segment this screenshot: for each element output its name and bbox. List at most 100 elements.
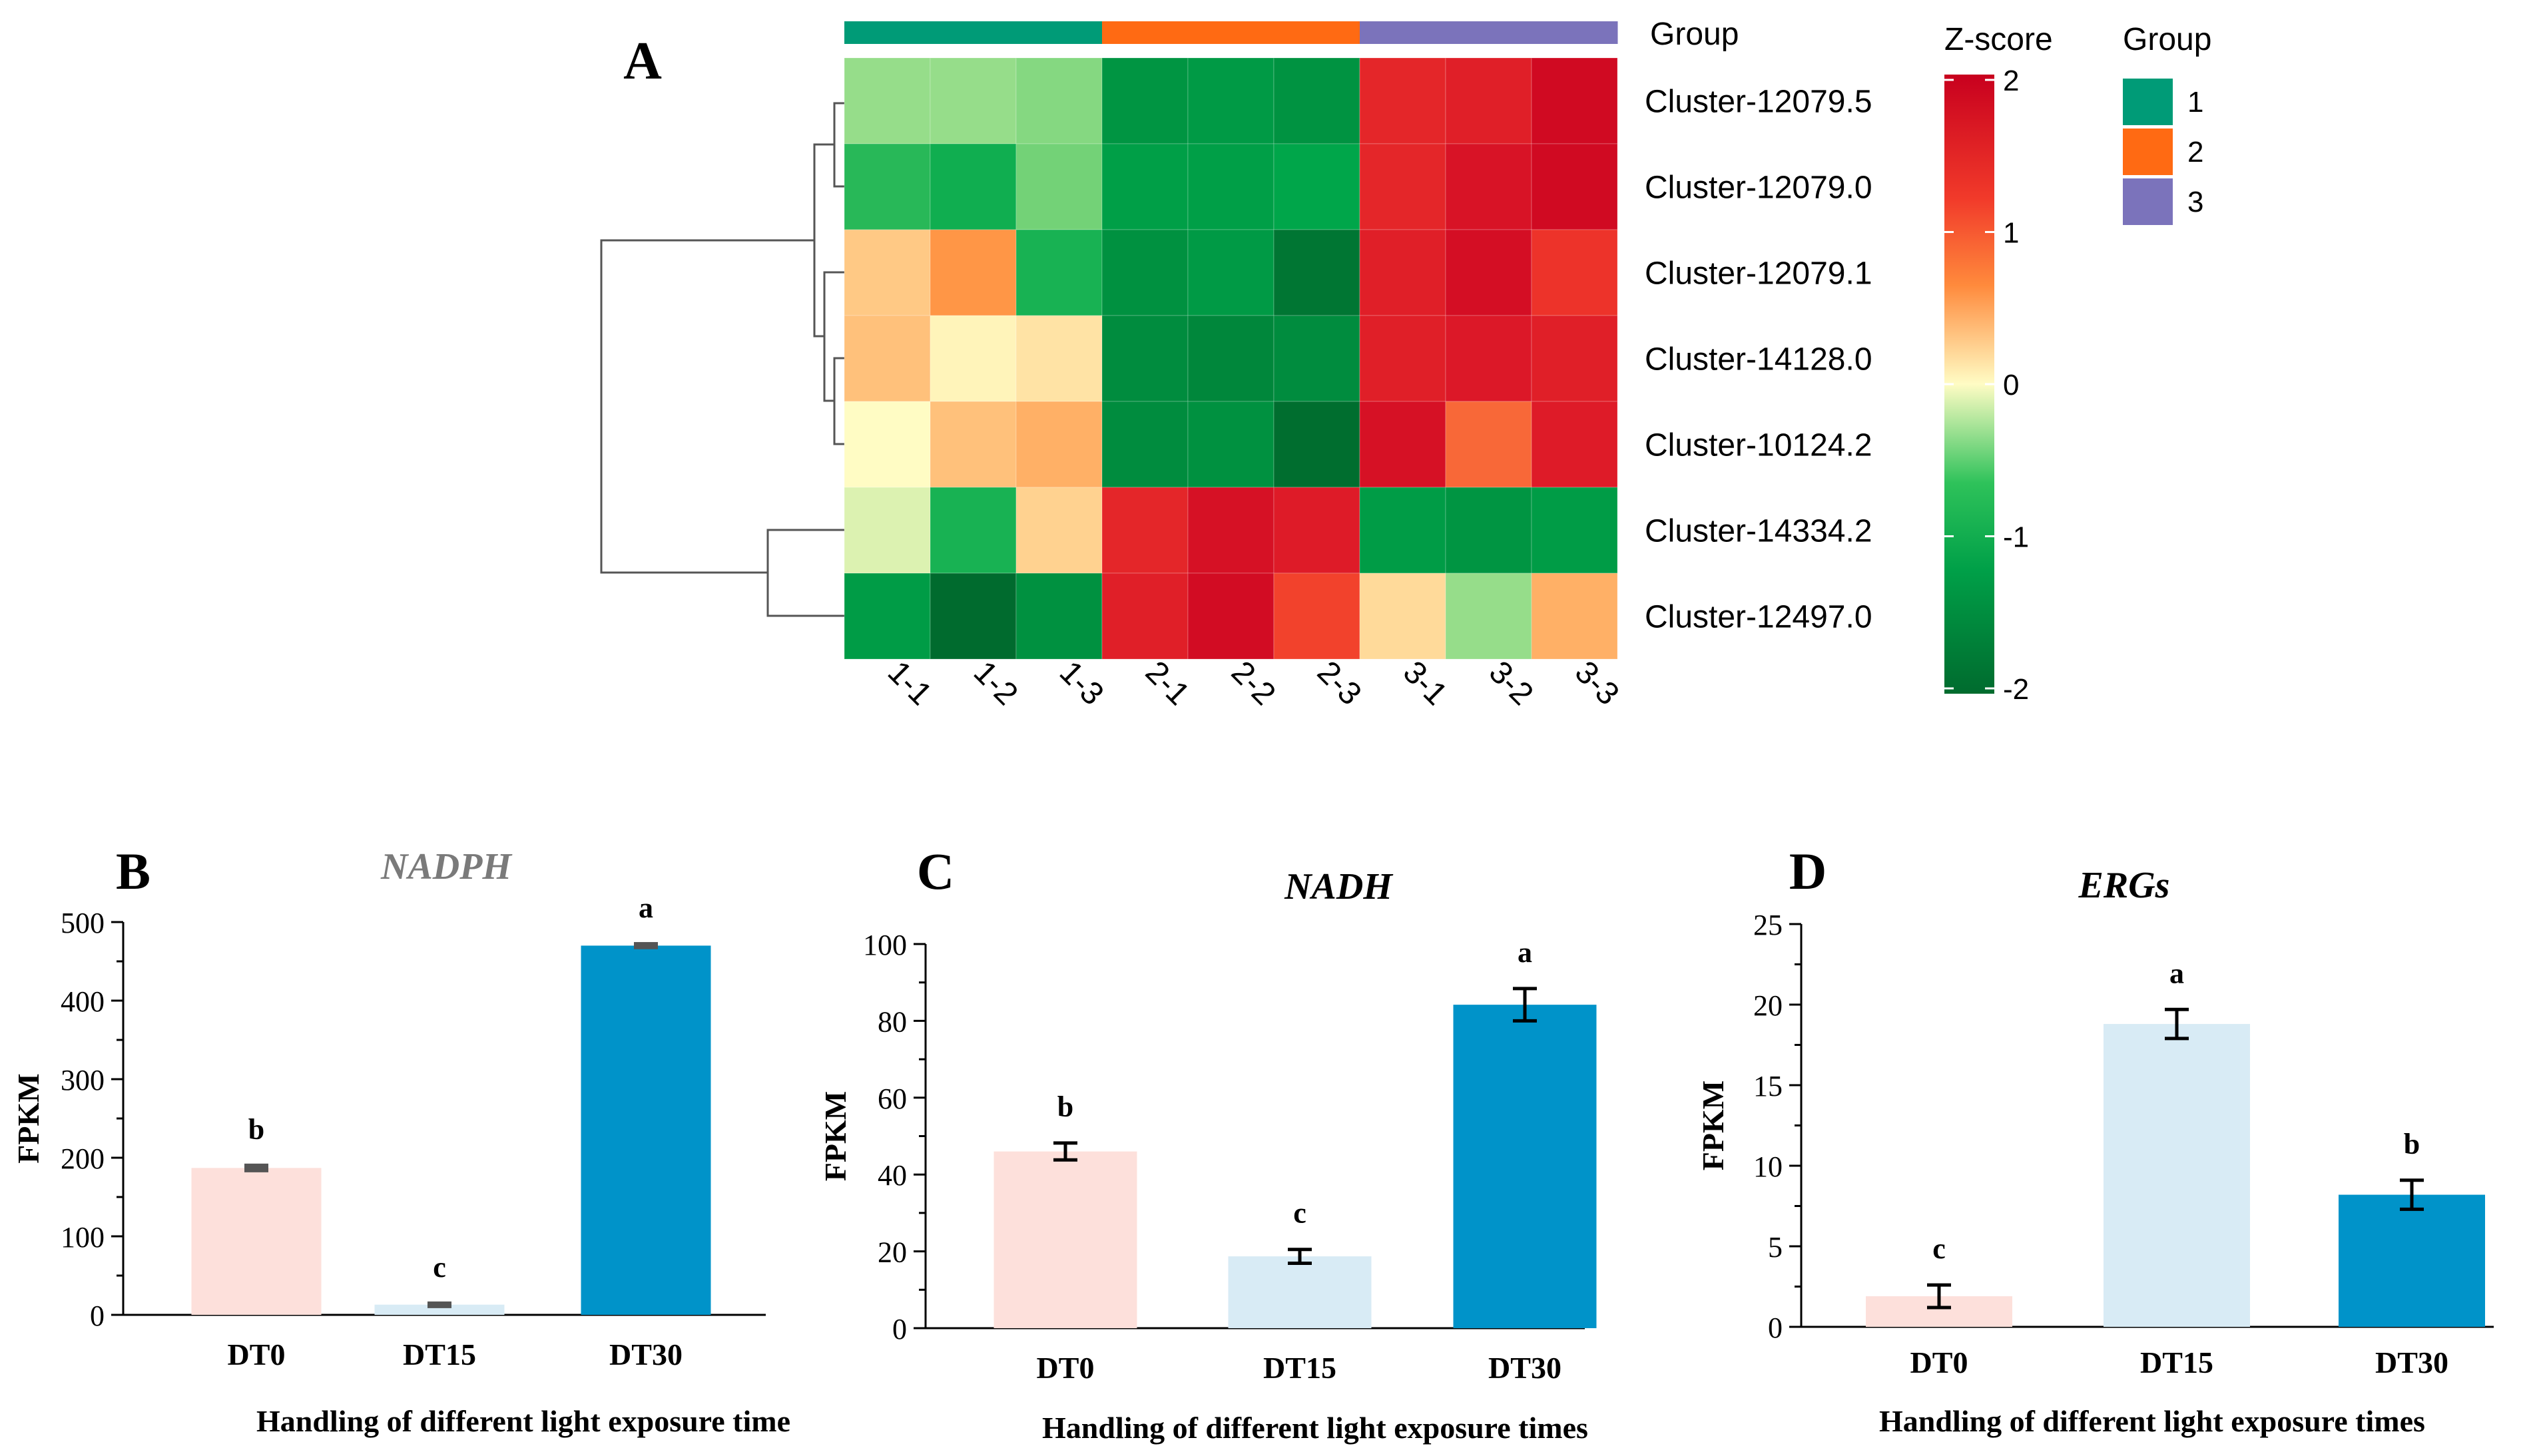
x-tick-label: DT15	[403, 1337, 476, 1371]
heatmap-cell	[1359, 143, 1446, 230]
heatmap-cell	[1187, 487, 1274, 574]
group-bar-segment	[844, 21, 931, 44]
heatmap-cell	[1187, 143, 1274, 230]
y-axis-label: FPKM	[11, 1073, 45, 1163]
significance-letter: a	[2169, 957, 2184, 989]
heatmap-cell	[1531, 573, 1618, 660]
group-bar-segment	[1102, 21, 1189, 44]
heatmap-cell	[1445, 315, 1532, 402]
x-tick-label: DT15	[2140, 1345, 2213, 1379]
heatmap-cell	[1359, 315, 1446, 402]
y-tick-label: 80	[878, 1005, 907, 1038]
heatmap-cell	[1015, 57, 1103, 144]
colorbar-tick-label: 1	[2003, 217, 2019, 250]
legend-swatch	[2123, 128, 2173, 175]
x-axis-label: Handling of different light exposure tim…	[1879, 1404, 2425, 1438]
heatmap-cell	[1273, 143, 1360, 230]
heatmap-cells	[844, 57, 1618, 660]
y-tick-label: 25	[1753, 909, 1783, 941]
significance-letter: b	[248, 1113, 264, 1146]
heatmap-cell	[1531, 57, 1618, 144]
panel-d-label: D	[1789, 842, 1827, 900]
group-bar-segment	[1532, 21, 1618, 44]
legend-label: 1	[2187, 86, 2203, 119]
bar-dt30	[2339, 1194, 2485, 1327]
heatmap-cell	[930, 401, 1017, 488]
heatmap-cell	[1445, 573, 1532, 660]
legend-label: 2	[2187, 136, 2203, 168]
x-tick-label: DT0	[1910, 1345, 1968, 1379]
y-tick-label: 40	[878, 1159, 907, 1192]
y-tick-label: 0	[1768, 1312, 1783, 1344]
heatmap-cell	[1187, 401, 1274, 488]
chart-title: NADPH	[380, 846, 512, 887]
heatmap-cell	[930, 315, 1017, 402]
heatmap-cell	[1101, 487, 1189, 574]
heatmap-cell	[1359, 401, 1446, 488]
heatmap-cell	[1273, 573, 1360, 660]
heatmap-cell	[1531, 401, 1618, 488]
row-label: Cluster-12497.0	[1645, 600, 1872, 635]
heatmap-cell	[1015, 143, 1103, 230]
heatmap-cell	[844, 401, 931, 488]
heatmap-cell	[1015, 401, 1103, 488]
heatmap-cell	[1101, 57, 1189, 144]
heatmap-cell	[1359, 573, 1446, 660]
heatmap-cell	[1531, 229, 1618, 316]
bar-dt15	[374, 1304, 505, 1315]
y-tick-label: 0	[892, 1313, 907, 1345]
colorbar-title: Z-score	[1944, 22, 2053, 57]
heatmap-cell	[1359, 57, 1446, 144]
heatmap-cell	[1531, 487, 1618, 574]
row-label: Cluster-14334.2	[1645, 514, 1872, 549]
group-bar-segment	[1360, 21, 1446, 44]
y-tick-label: 100	[61, 1221, 105, 1254]
significance-letter: a	[1518, 936, 1532, 969]
group-annotation-bar	[844, 21, 1618, 44]
heatmap-cell	[1187, 57, 1274, 144]
heatmap-cell	[844, 573, 931, 660]
heatmap-cell	[1445, 487, 1532, 574]
y-tick-label: 60	[878, 1083, 907, 1115]
panel-b-nadph: B NADPH 0 100 200 300 400 500 FPKM b DT0 c DT15 a DT3…	[11, 842, 790, 1438]
colorbar-tick-label: -2	[2003, 673, 2029, 706]
panel-a-heatmap: A Group Cluster-12079.5Cluster-12079.0Cl…	[600, 17, 2211, 712]
x-axis-label: Handling of different light exposure tim…	[1042, 1411, 1588, 1445]
row-labels: Cluster-12079.5 Cluster-12079.0 Cluster-12…	[1645, 85, 1872, 635]
heatmap-cell	[1273, 401, 1360, 488]
significance-letter: b	[2404, 1128, 2420, 1160]
heatmap-cell	[1187, 573, 1274, 660]
error-bar-cap	[634, 942, 658, 949]
heatmap-cell	[1273, 487, 1360, 574]
group-bar-label: Group	[1650, 17, 1739, 52]
row-dendrogram	[600, 102, 844, 617]
row-label: Cluster-10124.2	[1645, 428, 1872, 463]
heatmap-cell	[1359, 229, 1446, 316]
chart-title: NADH	[1284, 866, 1393, 907]
heatmap-cell	[1359, 487, 1446, 574]
heatmap-cell	[930, 229, 1017, 316]
y-tick-label: 20	[1753, 989, 1783, 1022]
y-tick-label: 400	[61, 985, 105, 1018]
heatmap-cell	[1101, 143, 1189, 230]
heatmap-cell	[1445, 57, 1532, 144]
bar-dt0	[993, 1151, 1137, 1328]
heatmap-cell	[1531, 315, 1618, 402]
panel-c-label: C	[917, 842, 954, 900]
bar-dt15	[1228, 1256, 1372, 1328]
heatmap-cell	[1273, 315, 1360, 402]
x-tick-label: DT30	[2375, 1345, 2448, 1379]
significance-letter: c	[433, 1251, 446, 1284]
bar-dt30	[581, 945, 711, 1315]
row-label: Cluster-12079.1	[1645, 256, 1872, 292]
colorbar-tick-label: 0	[2003, 369, 2019, 401]
y-axis-label: FPKM	[818, 1091, 852, 1181]
colorbar-ticks: 2 1 0 -1 -2	[1944, 65, 2029, 706]
y-axis-label: FPKM	[1696, 1081, 1730, 1170]
group-bar-segment	[1188, 21, 1274, 44]
y-tick-label: 200	[61, 1142, 105, 1175]
heatmap-cell	[1101, 229, 1189, 316]
heatmap-cell	[930, 487, 1017, 574]
heatmap-cell	[1187, 315, 1274, 402]
heatmap-cell	[1015, 229, 1103, 316]
